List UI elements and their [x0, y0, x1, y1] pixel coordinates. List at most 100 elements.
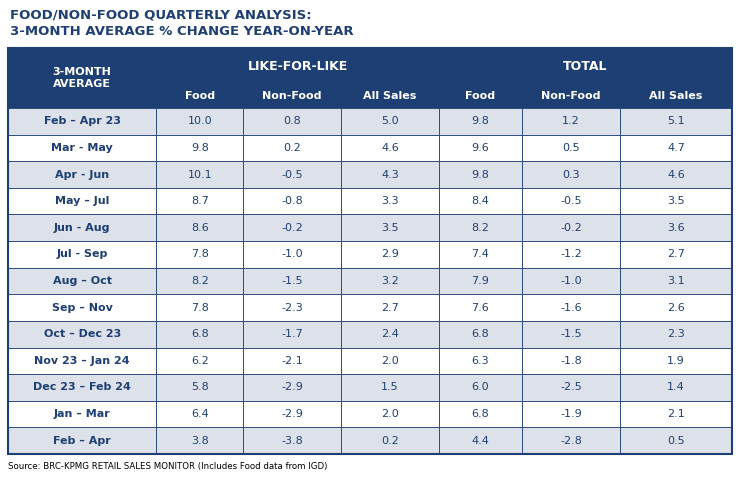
Text: 3.2: 3.2: [381, 276, 399, 286]
Text: 5.0: 5.0: [381, 116, 399, 126]
Text: 0.2: 0.2: [381, 436, 399, 446]
Text: Mar - May: Mar - May: [51, 143, 113, 153]
Bar: [8, 401, 156, 427]
Text: 3.5: 3.5: [667, 196, 684, 206]
Text: 0.5: 0.5: [562, 143, 579, 153]
Bar: [156, 188, 243, 214]
Text: -2.5: -2.5: [560, 382, 582, 393]
Bar: [8, 241, 156, 268]
Text: -0.2: -0.2: [281, 223, 303, 233]
Bar: [8, 268, 156, 294]
Text: -1.2: -1.2: [560, 249, 582, 259]
Text: TOTAL: TOTAL: [563, 60, 608, 73]
Text: 6.0: 6.0: [471, 382, 489, 393]
Bar: [8, 214, 156, 241]
Text: 1.5: 1.5: [381, 382, 399, 393]
Text: Jul - Sep: Jul - Sep: [56, 249, 108, 259]
Text: FOOD/NON-FOOD QUARTERLY ANALYSIS:: FOOD/NON-FOOD QUARTERLY ANALYSIS:: [10, 9, 312, 22]
Bar: [341, 427, 439, 454]
Text: 6.8: 6.8: [471, 409, 489, 419]
Text: 4.4: 4.4: [471, 436, 489, 446]
Text: -1.5: -1.5: [281, 276, 303, 286]
Bar: [341, 214, 439, 241]
Text: 3.6: 3.6: [667, 223, 684, 233]
Text: -0.2: -0.2: [560, 223, 582, 233]
Text: -1.0: -1.0: [560, 276, 582, 286]
Text: 9.8: 9.8: [471, 116, 489, 126]
Text: 3-MONTH AVERAGE % CHANGE YEAR-ON-YEAR: 3-MONTH AVERAGE % CHANGE YEAR-ON-YEAR: [10, 25, 354, 38]
Text: 8.6: 8.6: [191, 223, 209, 233]
Bar: [341, 161, 439, 188]
Text: 6.4: 6.4: [191, 409, 209, 419]
Text: Feb – Apr: Feb – Apr: [53, 436, 111, 446]
Bar: [522, 294, 620, 321]
Bar: [156, 321, 243, 348]
Bar: [156, 161, 243, 188]
Bar: [243, 161, 341, 188]
Text: -1.9: -1.9: [560, 409, 582, 419]
Text: -1.0: -1.0: [281, 249, 303, 259]
Text: 0.3: 0.3: [562, 169, 579, 180]
Text: Non-Food: Non-Food: [263, 91, 322, 101]
Bar: [156, 268, 243, 294]
Text: Dec 23 – Feb 24: Dec 23 – Feb 24: [33, 382, 131, 393]
Bar: [8, 188, 156, 214]
Bar: [156, 214, 243, 241]
Text: Aug – Oct: Aug – Oct: [53, 276, 112, 286]
Bar: [243, 108, 341, 135]
Bar: [439, 241, 522, 268]
Text: -2.3: -2.3: [281, 302, 303, 313]
Text: 5.1: 5.1: [667, 116, 684, 126]
Text: 7.8: 7.8: [191, 302, 209, 313]
Text: 8.4: 8.4: [471, 196, 489, 206]
Bar: [341, 348, 439, 374]
Text: -1.8: -1.8: [560, 356, 582, 366]
Bar: [620, 84, 732, 108]
Text: 9.8: 9.8: [191, 143, 209, 153]
Text: 2.9: 2.9: [381, 249, 399, 259]
Text: All Sales: All Sales: [649, 91, 702, 101]
Bar: [620, 427, 732, 454]
Text: 7.6: 7.6: [471, 302, 489, 313]
Bar: [439, 348, 522, 374]
Bar: [439, 321, 522, 348]
Bar: [243, 214, 341, 241]
Text: Source: BRC-KPMG RETAIL SALES MONITOR (Includes Food data from IGD): Source: BRC-KPMG RETAIL SALES MONITOR (I…: [8, 462, 327, 471]
Text: 9.6: 9.6: [471, 143, 489, 153]
Bar: [620, 188, 732, 214]
Bar: [156, 294, 243, 321]
Bar: [8, 48, 732, 454]
Bar: [439, 108, 522, 135]
Text: 2.6: 2.6: [667, 302, 684, 313]
Bar: [439, 188, 522, 214]
Bar: [439, 374, 522, 401]
Bar: [439, 294, 522, 321]
Bar: [341, 188, 439, 214]
Text: 4.6: 4.6: [381, 143, 399, 153]
Text: 6.3: 6.3: [471, 356, 489, 366]
Bar: [522, 161, 620, 188]
Bar: [620, 321, 732, 348]
Text: 2.4: 2.4: [381, 329, 399, 339]
Bar: [243, 84, 341, 108]
Text: 7.9: 7.9: [471, 276, 489, 286]
Bar: [156, 348, 243, 374]
Text: 3.8: 3.8: [191, 436, 209, 446]
Bar: [522, 348, 620, 374]
Bar: [8, 48, 156, 108]
Text: -1.7: -1.7: [281, 329, 303, 339]
Bar: [156, 48, 439, 84]
Bar: [522, 268, 620, 294]
Bar: [8, 135, 156, 161]
Text: 8.2: 8.2: [471, 223, 489, 233]
Text: LIKE-FOR-LIKE: LIKE-FOR-LIKE: [247, 60, 348, 73]
Bar: [8, 348, 156, 374]
Bar: [243, 188, 341, 214]
Bar: [156, 374, 243, 401]
Text: 5.8: 5.8: [191, 382, 209, 393]
Bar: [341, 321, 439, 348]
Bar: [156, 135, 243, 161]
Text: 2.7: 2.7: [381, 302, 399, 313]
Text: -0.5: -0.5: [560, 196, 582, 206]
Text: Jan – Mar: Jan – Mar: [54, 409, 110, 419]
